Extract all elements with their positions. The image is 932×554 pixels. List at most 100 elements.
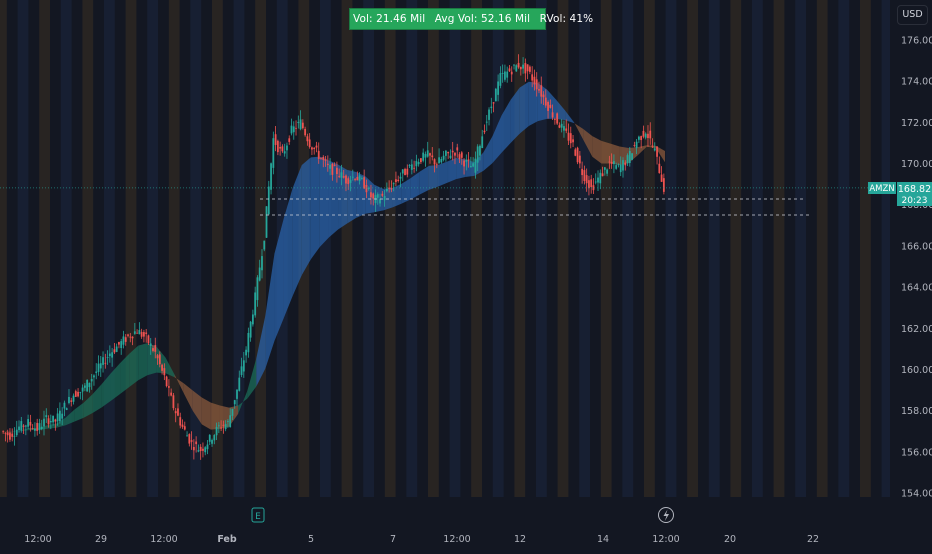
candle-body bbox=[406, 168, 409, 175]
time-tick-label: 12:00 bbox=[150, 534, 177, 545]
candle-body bbox=[227, 421, 229, 422]
candle-body bbox=[265, 206, 268, 238]
flash-icon-ring bbox=[658, 507, 674, 523]
candle-body bbox=[45, 415, 48, 418]
ribbon-segment bbox=[101, 373, 111, 408]
candle-body bbox=[322, 156, 325, 160]
candle-body bbox=[22, 425, 25, 427]
candle-body bbox=[506, 71, 509, 78]
price-axis: 154.00 156.00 158.00 160.00 162.00 164.00 166.… bbox=[890, 0, 932, 500]
flash-icon[interactable] bbox=[658, 507, 674, 523]
candle-body bbox=[208, 434, 211, 442]
candle-body bbox=[9, 432, 11, 440]
session-band bbox=[125, 0, 137, 497]
candle-body bbox=[156, 355, 159, 359]
candle-body bbox=[290, 125, 293, 134]
candle-body bbox=[217, 425, 220, 427]
session-band bbox=[363, 0, 374, 497]
candle-body bbox=[365, 184, 368, 193]
candle-body bbox=[249, 321, 252, 338]
candle-body bbox=[297, 121, 300, 124]
price-tick-label: 166.00 bbox=[901, 241, 932, 252]
candle-body bbox=[31, 428, 34, 430]
ticker-tag bbox=[868, 182, 896, 194]
candle-body bbox=[183, 426, 186, 430]
session-band bbox=[708, 0, 720, 497]
last-price-value: 168.82 bbox=[898, 184, 931, 195]
candle-body bbox=[313, 147, 316, 150]
candle-body bbox=[397, 179, 400, 182]
candle-body bbox=[52, 415, 54, 423]
candle-body bbox=[558, 125, 561, 128]
ribbon-segment bbox=[574, 122, 584, 140]
candle-body bbox=[526, 64, 529, 72]
candle-body bbox=[569, 133, 572, 144]
candle-body bbox=[165, 376, 168, 387]
candle-body bbox=[102, 357, 104, 365]
price-axis-bg bbox=[890, 0, 932, 497]
candle-body bbox=[422, 152, 425, 161]
candle-body bbox=[465, 159, 468, 162]
candle-body bbox=[177, 408, 179, 416]
ribbon-segment bbox=[556, 99, 566, 121]
candle-body bbox=[229, 415, 232, 428]
ribbon-segment bbox=[129, 345, 139, 388]
event-markers: E bbox=[251, 507, 674, 523]
candle-body bbox=[535, 79, 538, 90]
ribbon-segment bbox=[29, 428, 39, 431]
ribbon-segment bbox=[601, 140, 611, 164]
candle-body bbox=[460, 152, 463, 158]
candle-body bbox=[2, 431, 5, 433]
candle-body bbox=[454, 152, 456, 156]
currency-button[interactable]: USD bbox=[897, 5, 928, 25]
candle-body bbox=[70, 400, 73, 402]
candle-body bbox=[370, 192, 372, 198]
candle-body bbox=[354, 179, 356, 180]
candle-body bbox=[651, 145, 654, 147]
session-band bbox=[492, 0, 504, 497]
candle-body bbox=[224, 424, 227, 430]
candle-body bbox=[513, 64, 515, 66]
candle-body bbox=[633, 145, 636, 147]
candle-body bbox=[540, 85, 543, 97]
candle-body bbox=[599, 172, 602, 184]
candle-body bbox=[345, 175, 347, 184]
ribbon-segment bbox=[238, 391, 248, 414]
ribbon-segment bbox=[592, 136, 602, 164]
candle-body bbox=[149, 343, 152, 346]
candle-body bbox=[563, 126, 565, 131]
candle-body bbox=[635, 141, 638, 149]
candle-body bbox=[68, 396, 70, 404]
earnings-icon[interactable]: E bbox=[251, 507, 265, 523]
candle-body bbox=[449, 155, 452, 159]
price-tick-label: 174.00 bbox=[901, 77, 932, 88]
candle-body bbox=[4, 432, 7, 434]
candle-body bbox=[351, 176, 354, 178]
candle-body bbox=[658, 163, 661, 174]
candle-body bbox=[295, 127, 297, 129]
candle-body bbox=[544, 97, 547, 106]
candle-body bbox=[20, 421, 23, 431]
candle-body bbox=[188, 434, 191, 444]
ribbon-segment bbox=[501, 99, 511, 153]
price-tag bbox=[897, 182, 932, 206]
candle-body bbox=[251, 314, 254, 325]
candle-body bbox=[601, 173, 604, 177]
candle-body bbox=[27, 419, 30, 427]
candle-body bbox=[567, 132, 570, 141]
time-tick-label: Feb bbox=[217, 534, 237, 545]
candle-body bbox=[115, 346, 118, 352]
candle-body bbox=[286, 145, 288, 151]
candle-body bbox=[106, 357, 109, 358]
candle-body bbox=[181, 424, 184, 427]
price-guides bbox=[0, 187, 890, 216]
candle-body bbox=[510, 71, 513, 75]
candle-body bbox=[585, 175, 588, 184]
candle-body bbox=[331, 163, 334, 175]
candle-body bbox=[192, 447, 195, 451]
candle-body bbox=[617, 164, 620, 166]
ribbon-segment bbox=[492, 115, 502, 164]
candle-body bbox=[288, 138, 291, 142]
